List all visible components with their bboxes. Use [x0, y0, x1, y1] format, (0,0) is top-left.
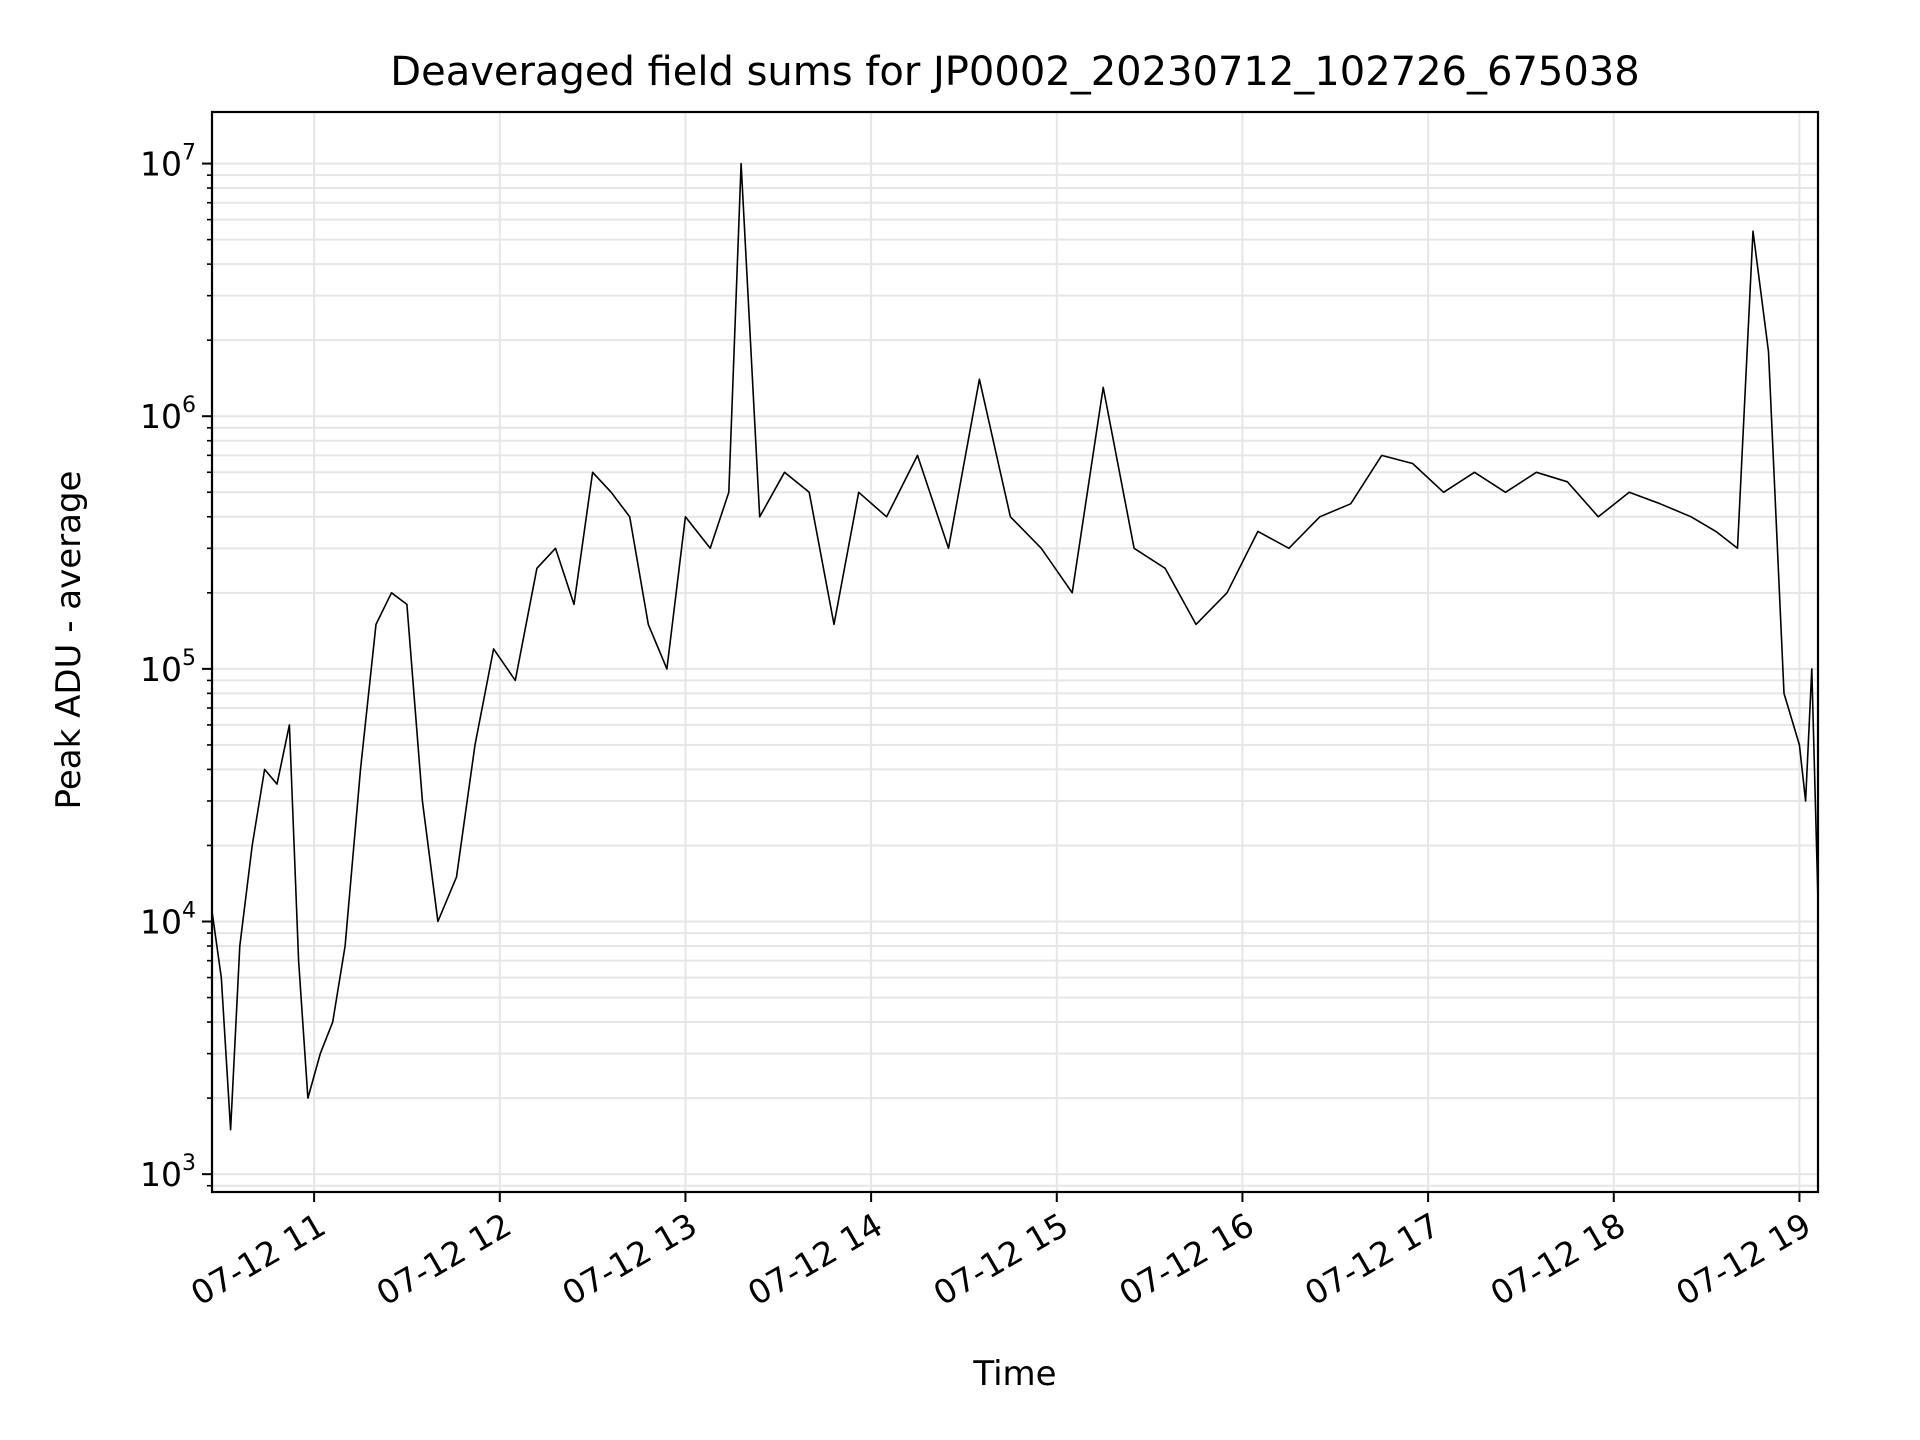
- chart-title: Deaveraged field sums for JP0002_2023071…: [390, 49, 1639, 95]
- x-axis-label: Time: [972, 1354, 1056, 1394]
- y-tick-label: 107: [140, 141, 196, 184]
- grid: [212, 112, 1818, 1192]
- y-tick-label: 104: [140, 899, 196, 942]
- series-line: [211, 162, 1819, 1131]
- plot-frame: [210, 110, 1820, 1194]
- y-tick-label: 106: [140, 393, 196, 436]
- series-group: [211, 162, 1819, 1131]
- y-tick-label: 105: [140, 646, 196, 689]
- y-tick-label: 103: [140, 1151, 196, 1194]
- y-axis-label: Peak ADU - average: [49, 471, 89, 810]
